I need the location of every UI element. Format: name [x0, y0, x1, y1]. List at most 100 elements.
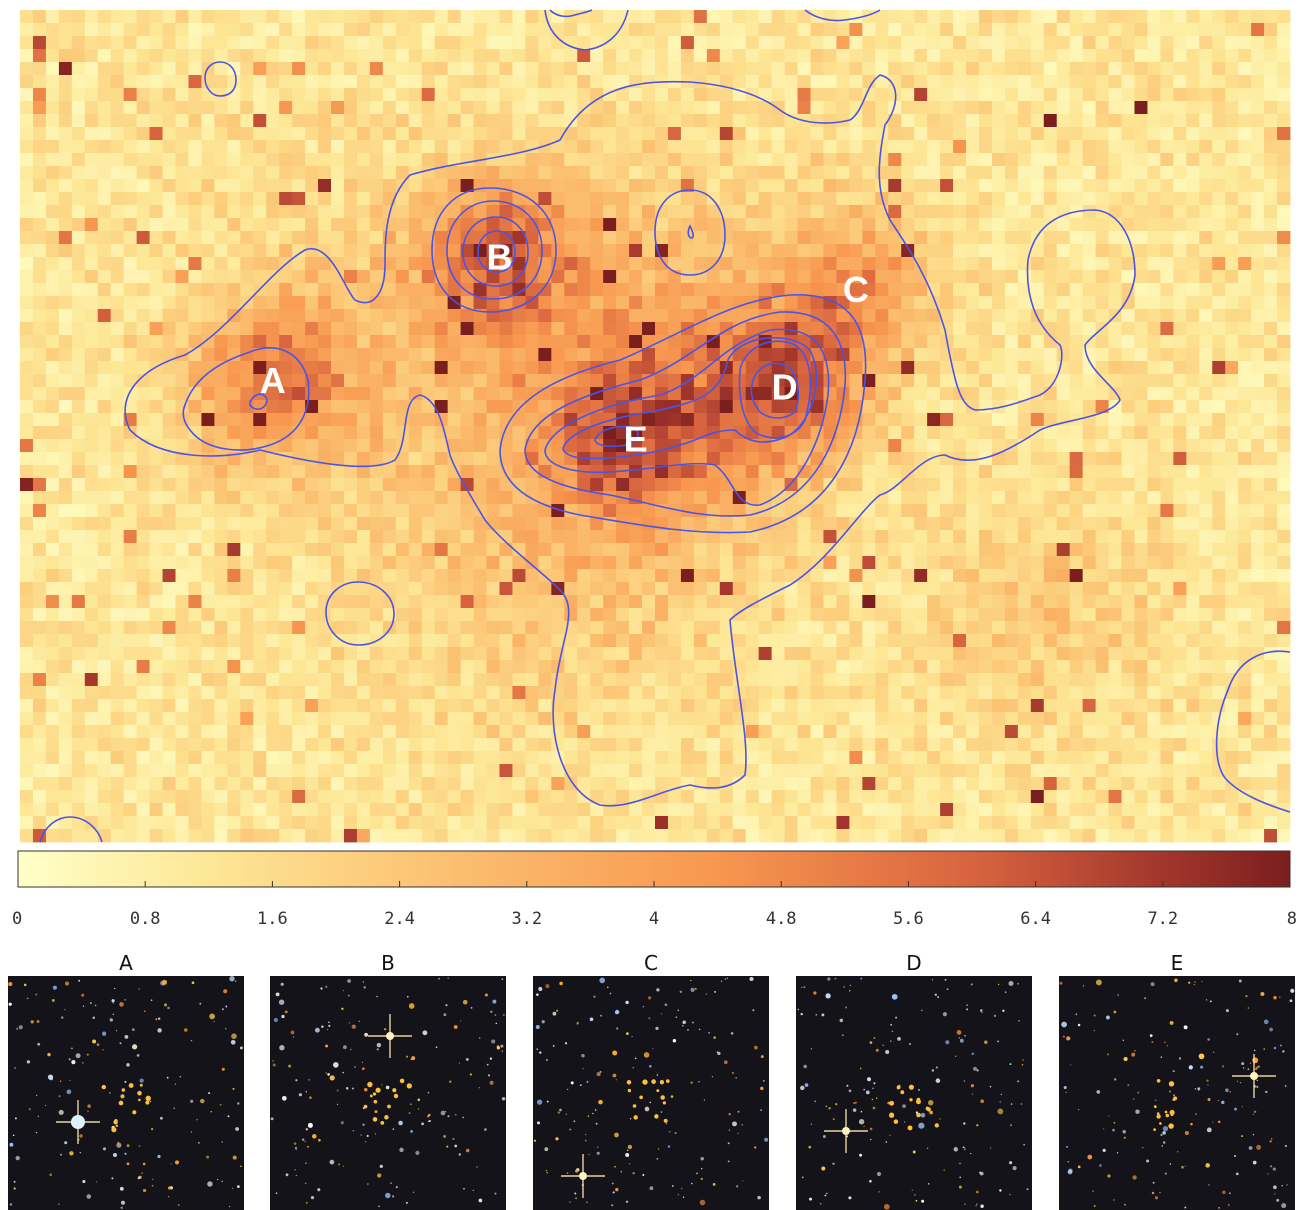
- heatmap-cell: [356, 205, 371, 219]
- heatmap-cell: [953, 361, 967, 375]
- heatmap-cell: [84, 543, 99, 557]
- heatmap-cell: [732, 231, 747, 245]
- heatmap-cell: [214, 387, 228, 401]
- heatmap-cell: [629, 543, 643, 557]
- heatmap-cell: [667, 595, 682, 609]
- heatmap-cell: [434, 153, 449, 167]
- heatmap-cell: [901, 348, 915, 362]
- heatmap-cell: [434, 114, 449, 128]
- heatmap-cell: [1199, 218, 1213, 232]
- heatmap-cell: [175, 231, 189, 245]
- heatmap-cell: [473, 543, 487, 557]
- heatmap-cell: [1251, 270, 1265, 284]
- heatmap-cell: [110, 361, 125, 375]
- heatmap-cell: [680, 413, 695, 427]
- heatmap-cell: [667, 556, 682, 570]
- heatmap-cell: [331, 49, 345, 63]
- heatmap-cell: [421, 192, 436, 206]
- heatmap-cell: [1147, 153, 1161, 167]
- heatmap-cell: [20, 348, 34, 362]
- heatmap-cell: [395, 504, 410, 518]
- heatmap-cell: [123, 569, 138, 583]
- heatmap-cell: [771, 23, 785, 37]
- heatmap-cell: [292, 192, 306, 206]
- heatmap-cell: [771, 88, 785, 102]
- heatmap-cell: [175, 218, 189, 232]
- heatmap-cell: [512, 634, 526, 648]
- heatmap-cell: [551, 595, 565, 609]
- heatmap-cell: [564, 244, 578, 258]
- heatmap-cell: [292, 36, 306, 50]
- heatmap-cell: [655, 101, 669, 115]
- heatmap-cell: [1225, 387, 1239, 401]
- heatmap-cell: [590, 23, 604, 37]
- heatmap-cell: [1147, 348, 1161, 362]
- heatmap-cell: [1212, 49, 1226, 63]
- heatmap-cell: [849, 595, 863, 609]
- heatmap-cell: [719, 647, 734, 661]
- heatmap-cell: [655, 153, 669, 167]
- heatmap-cell: [149, 517, 163, 531]
- heatmap-cell: [318, 348, 332, 362]
- heatmap-cell: [978, 647, 993, 661]
- heatmap-cell: [486, 140, 500, 154]
- heatmap-cell: [331, 322, 345, 336]
- heatmap-cell: [966, 374, 980, 388]
- heatmap-cell: [486, 88, 500, 102]
- heatmap-cell: [1108, 413, 1122, 427]
- heatmap-cell: [849, 153, 863, 167]
- heatmap-cell: [680, 283, 695, 297]
- heatmap-cell: [279, 361, 293, 375]
- heatmap-cell: [551, 621, 565, 635]
- heatmap-cell: [1238, 595, 1252, 609]
- heatmap-cell: [1108, 400, 1122, 414]
- heatmap-cell: [629, 569, 643, 583]
- heatmap-cell: [1238, 634, 1252, 648]
- heatmap-cell: [1069, 257, 1084, 271]
- heatmap-cell: [45, 10, 60, 24]
- heatmap-cell: [20, 595, 34, 609]
- heatmap-cell: [32, 309, 47, 323]
- heatmap-cell: [32, 439, 47, 453]
- heatmap-cell: [149, 270, 163, 284]
- heatmap-cell: [1186, 270, 1200, 284]
- heatmap-cell: [240, 127, 254, 141]
- heatmap-cell: [58, 348, 73, 362]
- heatmap-cell: [875, 504, 889, 518]
- heatmap-cell: [525, 660, 539, 674]
- heatmap-cell: [214, 439, 228, 453]
- heatmap-cell: [758, 270, 773, 284]
- heatmap-cell: [343, 36, 358, 50]
- heatmap-cell: [512, 413, 526, 427]
- heatmap-cell: [655, 10, 669, 24]
- heatmap-cell: [20, 166, 34, 180]
- heatmap-cell: [214, 530, 228, 544]
- heatmap-cell: [369, 595, 384, 609]
- heatmap-cell: [991, 517, 1006, 531]
- heatmap-cell: [58, 621, 73, 635]
- heatmap-cell: [162, 296, 176, 310]
- heatmap-cell: [1069, 127, 1084, 141]
- heatmap-cell: [732, 530, 747, 544]
- heatmap-cell: [940, 556, 954, 570]
- heatmap-cell: [149, 244, 163, 258]
- heatmap-cell: [97, 348, 112, 362]
- heatmap-cell: [71, 322, 86, 336]
- heatmap-cell: [719, 36, 734, 50]
- heatmap-cell: [927, 647, 941, 661]
- heatmap-cell: [240, 452, 254, 466]
- heatmap-cell: [603, 621, 617, 635]
- heatmap-cell: [110, 36, 125, 50]
- heatmap-cell: [1264, 634, 1278, 648]
- heatmap-cell: [395, 569, 410, 583]
- heatmap-cell: [642, 49, 656, 63]
- heatmap-cell: [20, 88, 34, 102]
- heatmap-cell: [447, 205, 462, 219]
- heatmap-cell: [1160, 49, 1174, 63]
- heatmap-cell: [577, 504, 591, 518]
- heatmap-cell: [810, 660, 824, 674]
- heatmap-cell: [71, 452, 86, 466]
- heatmap-cell: [1017, 270, 1032, 284]
- heatmap-cell: [1173, 517, 1187, 531]
- heatmap-cell: [123, 647, 138, 661]
